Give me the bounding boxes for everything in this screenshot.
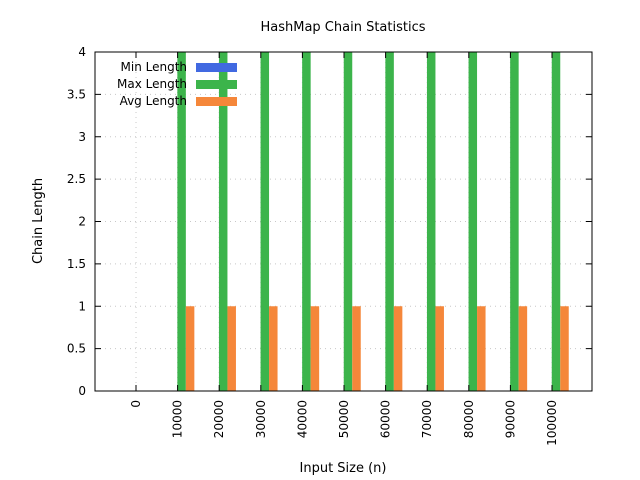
bar-avg-length [560,306,569,391]
legend-label: Min Length [121,60,188,74]
y-tick-label: 2 [78,215,86,229]
bar-max-length [551,52,561,391]
y-tick-label: 1.5 [67,257,86,271]
x-tick-label: 70000 [420,400,434,438]
legend-swatch [196,97,237,106]
y-tick-label: 1 [78,299,86,313]
bar-avg-length [227,306,236,391]
y-tick-label: 3 [78,130,86,144]
bar-avg-length [310,306,320,391]
bar-avg-length [393,306,403,391]
y-axis-label: Chain Length [31,178,46,264]
bar-avg-length [435,306,444,391]
chart-title: HashMap Chain Statistics [260,20,425,35]
x-tick-label: 60000 [379,400,393,438]
bar-avg-length [185,306,195,391]
bars [177,52,569,391]
bar-avg-length [352,306,361,391]
x-tick-label: 90000 [503,400,517,438]
legend-label: Avg Length [120,94,187,108]
bar-avg-length [477,306,486,391]
ticks: 0 0.5 1 1.5 2 2.5 3 3.5 4 0 10000 20000 30000 40000 50… [67,45,592,446]
bar-max-length [510,52,519,391]
bar-avg-length [518,306,528,391]
bar-max-length [385,52,394,391]
x-tick-label: 80000 [462,400,476,438]
bar-max-length [468,52,478,391]
x-tick-label: 40000 [295,400,309,438]
x-tick-label: 30000 [254,400,268,438]
y-tick-label: 0 [78,384,86,398]
bar-max-length [177,52,186,391]
x-tick-label: 20000 [212,400,226,438]
y-tick-label: 2.5 [67,172,86,186]
x-axis-label: Input Size (n) [300,461,387,476]
legend-swatch [196,80,237,89]
legend: Min Length Max Length Avg Length [117,60,237,108]
x-tick-label: 10000 [171,400,185,438]
bar-avg-length [269,306,278,391]
x-tick-label: 100000 [545,400,559,446]
x-tick-label: 50000 [337,400,351,438]
y-tick-label: 0.5 [67,342,86,356]
y-tick-label: 3.5 [67,87,86,101]
legend-label: Max Length [117,77,187,91]
y-tick-label: 4 [78,45,86,59]
bar-max-length [343,52,353,391]
bar-max-length [302,52,311,391]
bar-max-length [218,52,228,391]
bar-max-length [426,52,436,391]
x-tick-label: 0 [129,400,143,408]
bar-max-length [260,52,270,391]
legend-swatch [196,63,237,72]
